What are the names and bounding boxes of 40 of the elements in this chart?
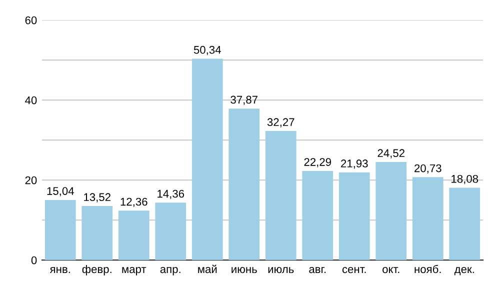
bar bbox=[228, 108, 260, 260]
data-label: 24,52 bbox=[378, 149, 404, 158]
y-tick-label: 0 bbox=[31, 256, 37, 264]
y-tick-label: 40 bbox=[25, 96, 37, 104]
data-label: 50,34 bbox=[194, 46, 221, 56]
bar bbox=[449, 188, 480, 260]
x-tick-label: июнь bbox=[232, 267, 257, 274]
x-tick-label: авг. bbox=[309, 267, 326, 274]
bar bbox=[82, 206, 113, 260]
x-tick-label: май bbox=[198, 264, 217, 274]
data-label: 20,73 bbox=[414, 164, 442, 174]
bar bbox=[192, 58, 223, 260]
data-label: 13,52 bbox=[84, 193, 110, 202]
bar bbox=[338, 172, 370, 260]
data-label: 22,29 bbox=[304, 158, 331, 168]
data-label: 37,87 bbox=[230, 96, 258, 105]
data-label: 14,36 bbox=[158, 190, 184, 199]
bar bbox=[265, 131, 296, 260]
data-label: 32,27 bbox=[267, 118, 294, 128]
data-label: 12,36 bbox=[120, 198, 148, 207]
bar bbox=[44, 200, 76, 260]
x-tick-label: сент. bbox=[342, 267, 366, 274]
x-tick-label: февр. bbox=[82, 264, 112, 276]
data-label: 15,04 bbox=[47, 187, 74, 196]
x-tick-label: янв. bbox=[50, 267, 70, 274]
bar bbox=[376, 162, 407, 260]
x-tick-label: дек. bbox=[454, 267, 474, 276]
y-tick-label: 20 bbox=[25, 176, 37, 184]
bar bbox=[155, 202, 186, 260]
bar bbox=[412, 177, 444, 260]
data-label: 21,93 bbox=[341, 160, 368, 169]
x-tick-label: окт. bbox=[382, 267, 400, 274]
data-label: 18,08 bbox=[452, 174, 478, 184]
x-tick-label: нояб. bbox=[414, 264, 441, 274]
bar bbox=[118, 210, 150, 260]
x-tick-label: апр. bbox=[160, 267, 180, 276]
y-tick-label: 60 bbox=[25, 16, 37, 24]
x-tick-label: март bbox=[122, 267, 146, 276]
x-tick-label: июль bbox=[268, 267, 294, 274]
bar bbox=[302, 170, 334, 260]
